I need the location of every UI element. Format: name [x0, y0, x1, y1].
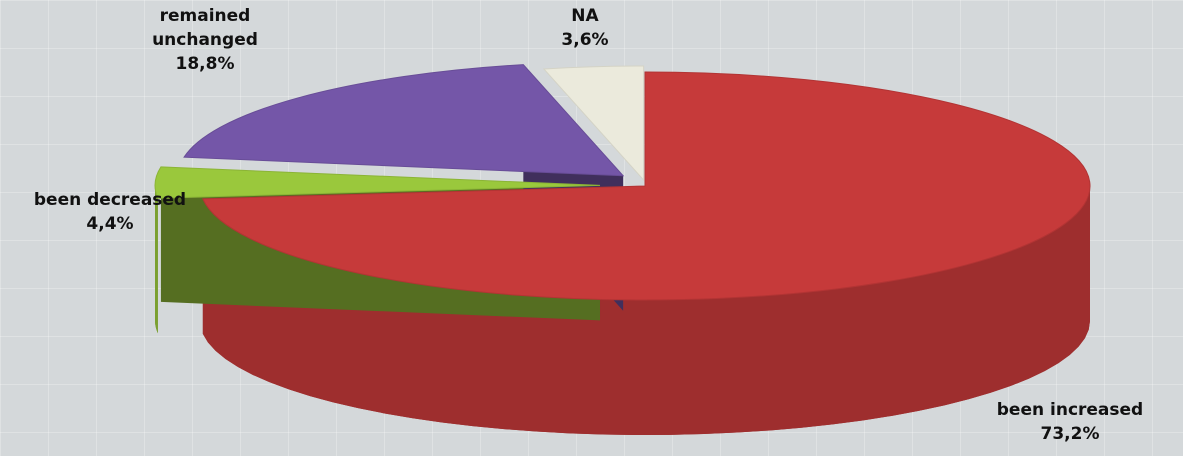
value-label: 3,6% [525, 28, 645, 52]
category-name: NA [525, 4, 645, 28]
chart: been increased73,2% been decreased4,4% rem… [0, 0, 1183, 456]
category-name: remained unchanged [105, 4, 305, 52]
value-label: 73,2% [940, 422, 1183, 446]
value-label: 18,8% [105, 52, 305, 76]
category-name: been decreased [0, 188, 220, 212]
category-name: been increased [940, 398, 1183, 422]
value-label: 4,4% [0, 212, 220, 236]
